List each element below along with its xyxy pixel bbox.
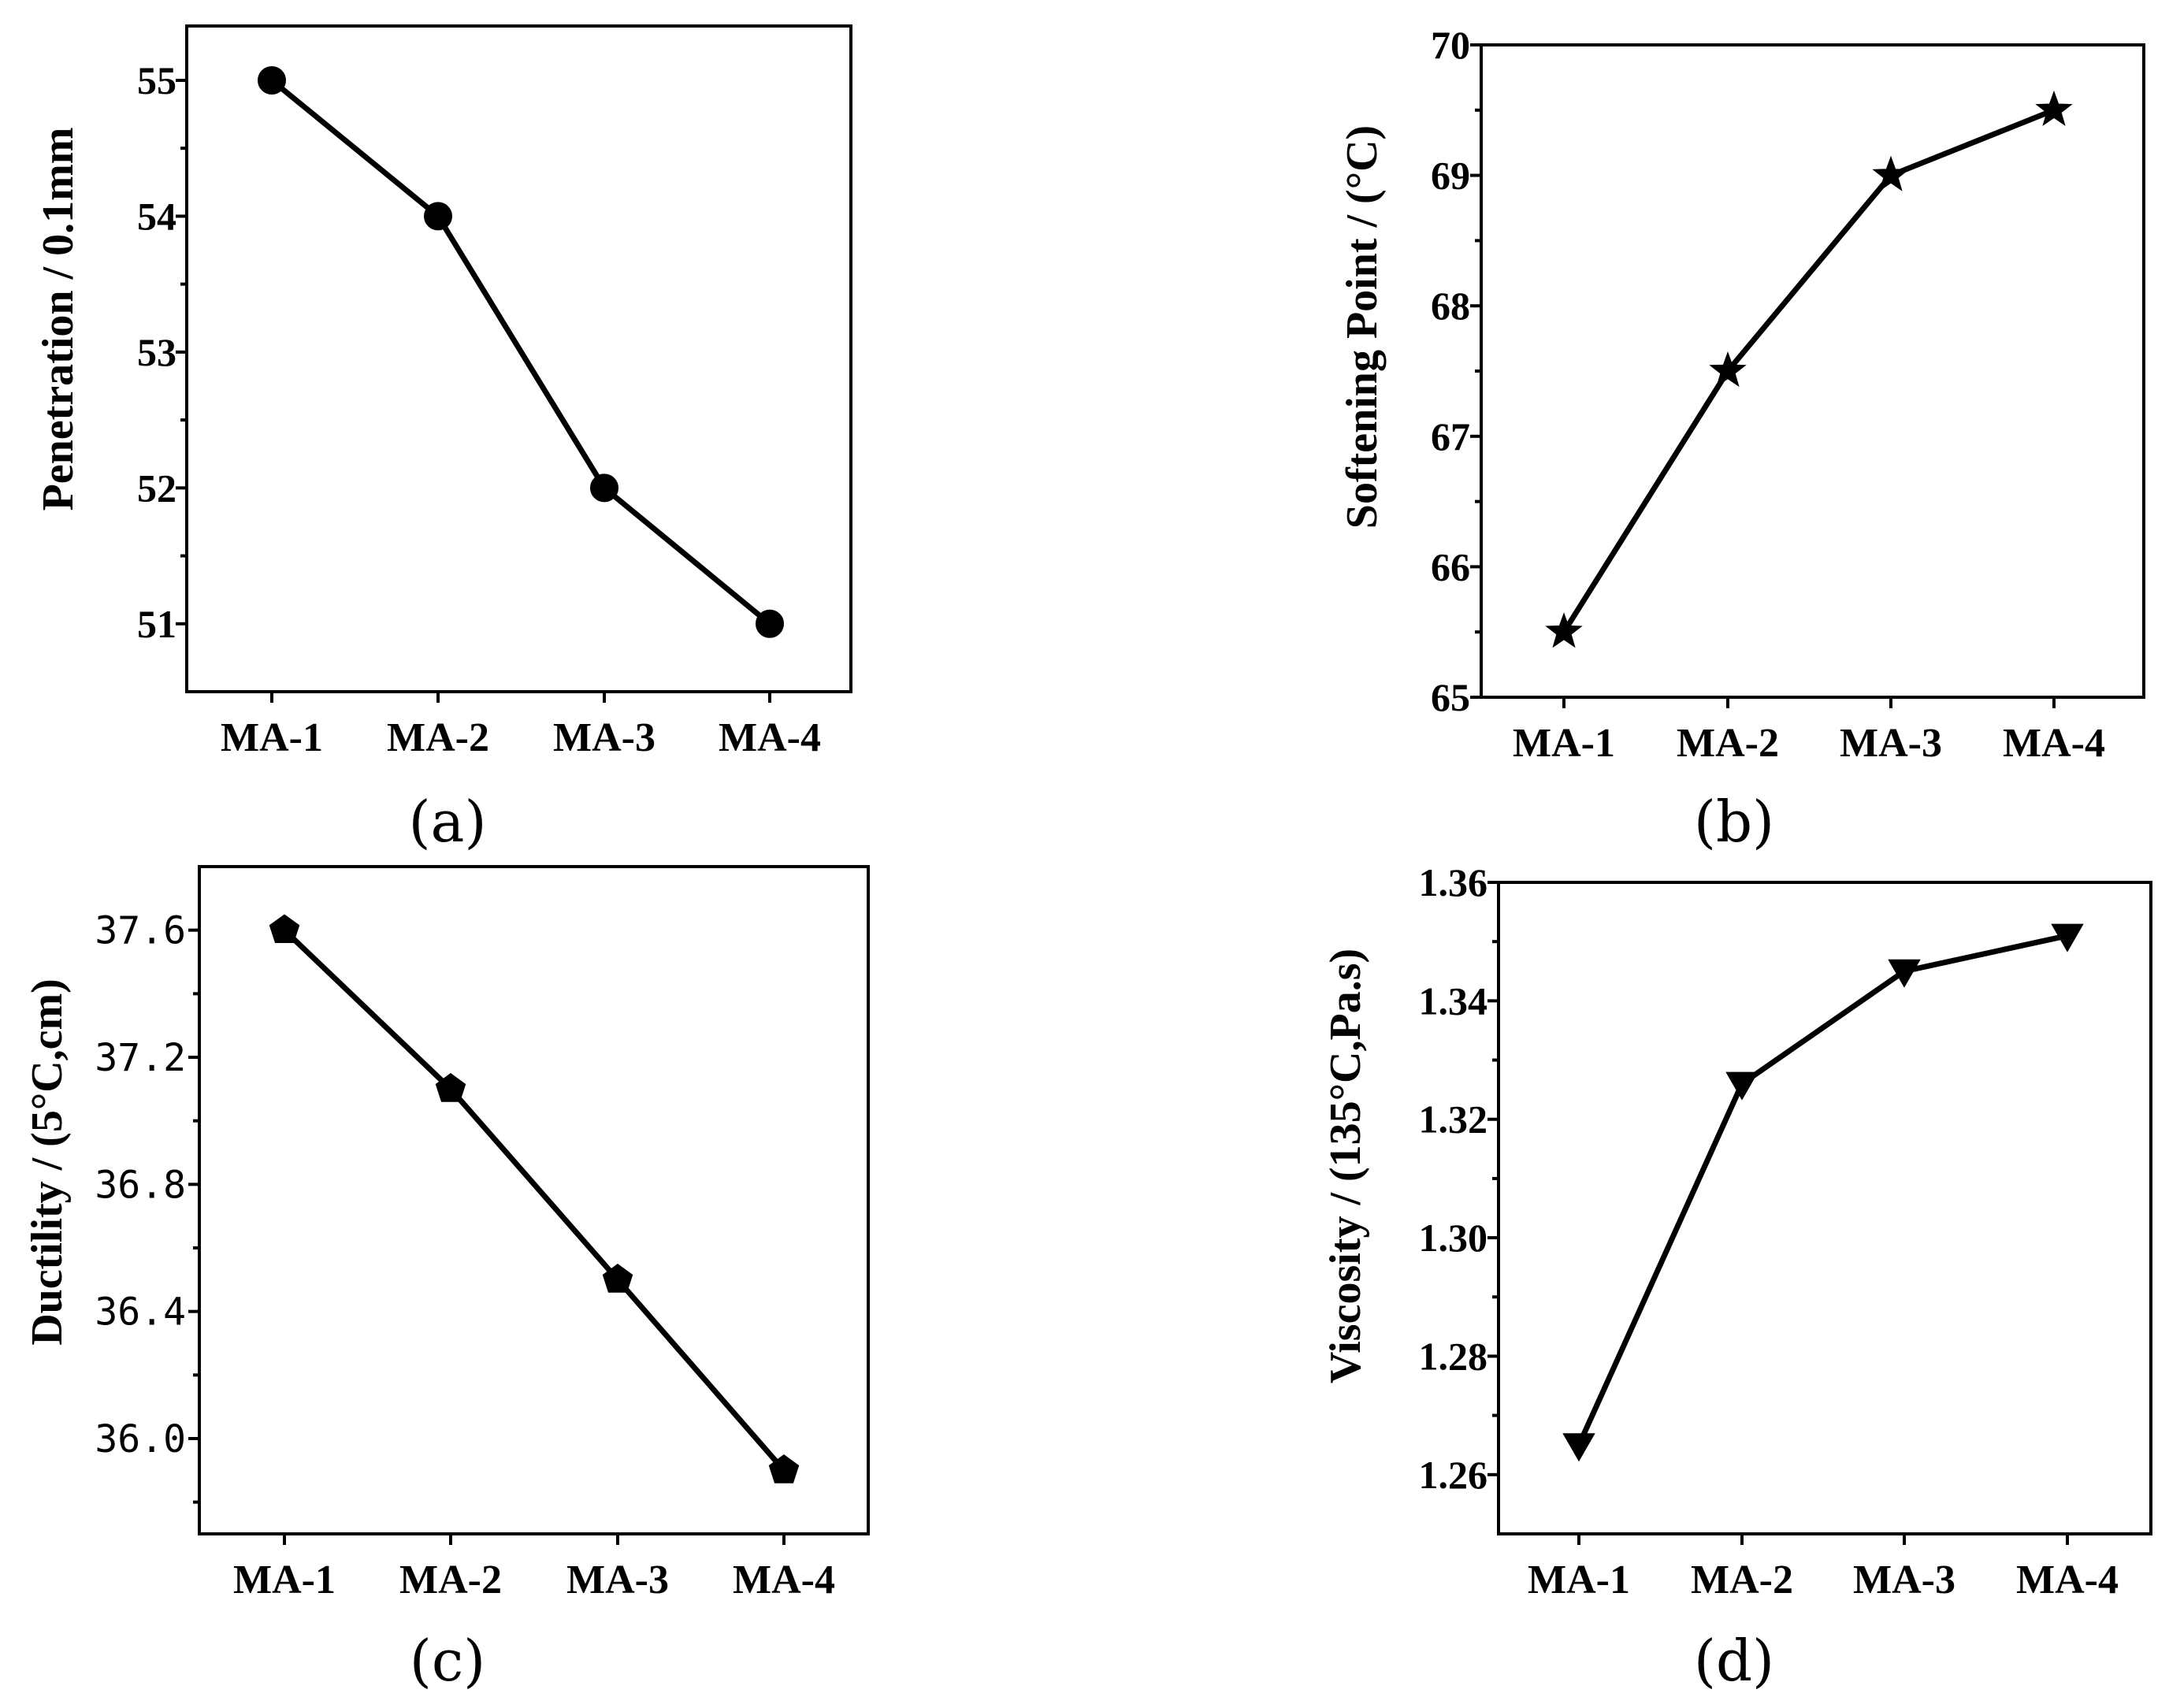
- plot-frame: [185, 24, 852, 693]
- y-tick-label: 36.0: [95, 1417, 186, 1461]
- x-tick-label: MA-3: [1853, 1558, 1955, 1602]
- series-group: [1545, 90, 2073, 648]
- x-ticks: MA-1 MA-2 MA-3 MA-4: [233, 1534, 835, 1602]
- y-tick-label: 1.34: [1419, 978, 1488, 1023]
- y-ticks: 1.26 1.28 1.30 1.32 1.34 1.36: [1419, 860, 1499, 1497]
- y-tick-label: 55: [137, 58, 176, 102]
- data-point: [2035, 90, 2073, 126]
- data-point: [424, 202, 452, 231]
- x-tick-label: MA-2: [387, 715, 489, 760]
- y-tick-label: 68: [1431, 284, 1470, 328]
- x-tick-label: MA-2: [1691, 1558, 1793, 1602]
- series-line: [269, 78, 772, 626]
- y-tick-label: 69: [1431, 154, 1470, 198]
- data-point: [1888, 959, 1921, 988]
- y-ticks: 36.0 36.4 36.8 37.2 37.6: [95, 909, 199, 1504]
- y-axis-title: Penetration / 0.1mm: [34, 128, 83, 511]
- data-point: [590, 473, 618, 503]
- y-tick-label: 1.30: [1419, 1216, 1488, 1260]
- x-tick-label: MA-3: [553, 715, 656, 760]
- data-point: [258, 65, 286, 95]
- x-ticks: MA-1 MA-2 MA-3 MA-4: [1513, 697, 2105, 766]
- x-tick-label: MA-4: [2016, 1558, 2119, 1602]
- x-tick-label: MA-1: [1513, 721, 1615, 766]
- plot-frame: [1480, 43, 2145, 699]
- y-tick-label: 51: [137, 602, 176, 646]
- data-point: [768, 1454, 800, 1483]
- series-group: [258, 65, 784, 638]
- panel-label-d: (d): [1694, 1628, 1774, 1694]
- data-point: [602, 1264, 633, 1293]
- panel-label-b: (b): [1694, 789, 1774, 855]
- y-tick-label: 36.4: [95, 1290, 186, 1335]
- y-axis-title: Ductility / (5°C,cm): [23, 978, 72, 1346]
- y-tick-label: 1.32: [1419, 1097, 1488, 1142]
- x-tick-label: MA-4: [719, 715, 821, 760]
- y-tick-label: 66: [1431, 544, 1470, 589]
- chart-panel-c: 36.0 36.4 36.8 37.2 37.6 MA-1 MA-2 MA-3 MA-4 Du…: [23, 865, 870, 1602]
- series-line: [1576, 933, 2068, 1446]
- x-tick-label: MA-3: [566, 1558, 669, 1602]
- y-tick-label: 53: [137, 330, 176, 374]
- x-tick-label: MA-4: [733, 1558, 835, 1602]
- data-point: [1725, 1071, 1759, 1101]
- x-tick-label: MA-2: [399, 1558, 502, 1602]
- chart-panel-a: 51 52 53 54 55 MA-1 MA-2 MA-3 MA-4 Penetration …: [34, 24, 852, 760]
- y-axis-title: Softening Point / (°C): [1338, 125, 1387, 529]
- data-point: [1562, 1433, 1595, 1462]
- data-point: [269, 914, 300, 943]
- y-tick-label: 1.26: [1419, 1453, 1488, 1497]
- y-tick-label: 36.8: [95, 1163, 186, 1207]
- x-tick-label: MA-3: [1840, 721, 1942, 766]
- y-tick-label: 1.28: [1419, 1334, 1488, 1378]
- x-tick-label: MA-1: [1528, 1558, 1630, 1602]
- data-point: [1545, 612, 1583, 648]
- panel-label-a: (a): [408, 789, 486, 855]
- y-tick-label: 37.6: [95, 909, 186, 953]
- y-tick-label: 37.2: [95, 1036, 186, 1080]
- series-group: [269, 914, 800, 1483]
- panel-label-c: (c): [410, 1628, 486, 1694]
- plot-frame: [198, 865, 870, 1535]
- y-ticks: 65 66 67 68 69 70: [1431, 23, 1481, 719]
- data-point: [2051, 923, 2084, 952]
- y-ticks: 51 52 53 54 55: [137, 58, 187, 646]
- data-point: [435, 1073, 466, 1102]
- y-tick-label: 65: [1431, 675, 1470, 719]
- data-point: [756, 609, 784, 638]
- x-tick-label: MA-4: [2003, 721, 2105, 766]
- y-tick-label: 70: [1431, 23, 1470, 67]
- y-tick-label: 1.36: [1419, 860, 1488, 904]
- x-tick-label: MA-1: [233, 1558, 336, 1602]
- plot-frame: [1497, 881, 2152, 1535]
- y-tick-label: 54: [137, 194, 176, 238]
- y-axis-title: Viscosity / (135°C,Pa.s): [1321, 949, 1370, 1383]
- x-tick-label: MA-1: [221, 715, 323, 760]
- x-tick-label: MA-2: [1677, 721, 1779, 766]
- y-tick-label: 67: [1431, 414, 1470, 459]
- chart-panel-b: 65 66 67 68 69 70 MA-1 MA-2 MA-3 MA-4 Softening …: [1338, 23, 2145, 766]
- chart-panel-d: 1.261.281.301.321.341.36 MA-1 MA-2 MA-3 MA-…: [1321, 860, 2152, 1602]
- data-point: [1872, 155, 1910, 191]
- data-point: [1709, 351, 1747, 388]
- y-tick-label: 52: [137, 466, 176, 510]
- series-line: [282, 928, 786, 1472]
- x-ticks: MA-1 MA-2 MA-3 MA-4: [221, 692, 821, 760]
- x-ticks: MA-1 MA-2 MA-3 MA-4: [1528, 1534, 2119, 1602]
- series-group: [1562, 923, 2084, 1462]
- series-line: [1562, 107, 2056, 634]
